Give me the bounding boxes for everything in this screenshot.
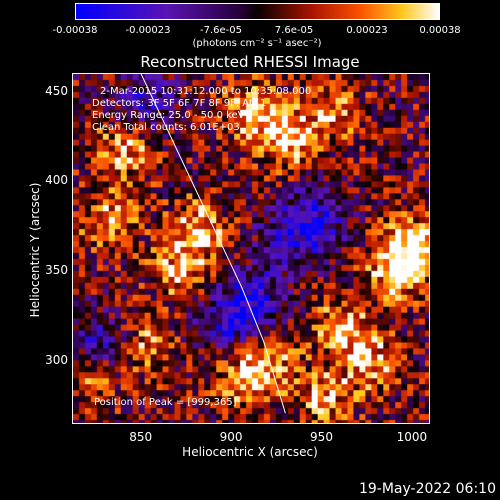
y-tick-label: 300 <box>45 352 68 367</box>
colorbar-tick-label: 7.6e-05 <box>274 25 314 36</box>
colorbar-tick-label: 0.00038 <box>419 25 461 36</box>
x-axis-label: Heliocentric X (arcsec) <box>182 445 318 459</box>
plot-overlay <box>140 73 286 414</box>
y-tick-label: 450 <box>45 83 68 98</box>
x-tick-label: 900 <box>219 430 243 444</box>
info-detectors: Detectors: 3F 5F 6F 7F 8F 9F, Att 1 <box>92 98 267 109</box>
y-tick-label: 400 <box>45 173 68 188</box>
plot-area <box>72 73 430 424</box>
colorbar <box>75 3 440 20</box>
heatmap-image <box>73 74 429 423</box>
info-energy-range: Energy Range: 25.0 - 50.0 keV <box>92 110 245 121</box>
peak-position: Position of Peak = [999,365] <box>94 397 237 408</box>
colorbar-tick-label: -0.00023 <box>125 25 171 36</box>
info-time-range: 2-Mar-2015 10:31:12.000 to 10:35:08.000 <box>100 86 312 97</box>
info-clean-counts: Clean Total counts: 6.01E+03 <box>92 122 240 133</box>
colorbar-tick-label: -7.6e-05 <box>200 25 242 36</box>
y-axis-label: Heliocentric Y (arcsec) <box>28 182 42 318</box>
plot-title: Reconstructed RHESSI Image <box>140 53 360 71</box>
colorbar-tick-label: -0.00038 <box>52 25 98 36</box>
x-tick-label: 950 <box>310 430 333 444</box>
colorbar-tick-label: 0.00023 <box>346 25 388 36</box>
colorbar-units: (photons cm⁻² s⁻¹ asec⁻²) <box>192 38 322 49</box>
y-tick-label: 350 <box>45 262 68 277</box>
x-tick-label: 1000 <box>396 430 428 444</box>
x-tick-label: 850 <box>129 430 153 444</box>
footer-date: 19-May-2022 06:10 <box>358 481 496 497</box>
solar-limb-curve <box>140 73 286 414</box>
